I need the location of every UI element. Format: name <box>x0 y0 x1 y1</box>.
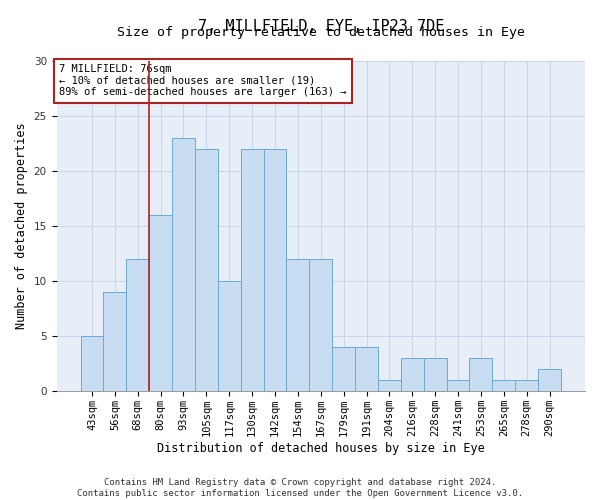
Bar <box>424 358 446 392</box>
Bar <box>515 380 538 392</box>
Bar <box>127 259 149 392</box>
Bar <box>263 149 286 392</box>
Y-axis label: Number of detached properties: Number of detached properties <box>15 122 28 330</box>
Bar <box>493 380 515 392</box>
Bar <box>218 281 241 392</box>
Text: Contains HM Land Registry data © Crown copyright and database right 2024.
Contai: Contains HM Land Registry data © Crown c… <box>77 478 523 498</box>
X-axis label: Distribution of detached houses by size in Eye: Distribution of detached houses by size … <box>157 442 485 455</box>
Bar <box>286 259 310 392</box>
Bar <box>241 149 263 392</box>
Bar <box>80 336 103 392</box>
Text: 7 MILLFIELD: 76sqm
← 10% of detached houses are smaller (19)
89% of semi-detache: 7 MILLFIELD: 76sqm ← 10% of detached hou… <box>59 64 347 98</box>
Bar <box>538 370 561 392</box>
Text: 7, MILLFIELD, EYE, IP23 7DE: 7, MILLFIELD, EYE, IP23 7DE <box>197 20 444 34</box>
Bar <box>355 347 378 392</box>
Bar <box>310 259 332 392</box>
Bar <box>172 138 195 392</box>
Bar <box>332 347 355 392</box>
Bar <box>378 380 401 392</box>
Bar <box>103 292 127 392</box>
Bar <box>446 380 469 392</box>
Bar <box>195 149 218 392</box>
Title: Size of property relative to detached houses in Eye: Size of property relative to detached ho… <box>117 26 525 39</box>
Bar <box>469 358 493 392</box>
Bar <box>401 358 424 392</box>
Bar <box>149 215 172 392</box>
